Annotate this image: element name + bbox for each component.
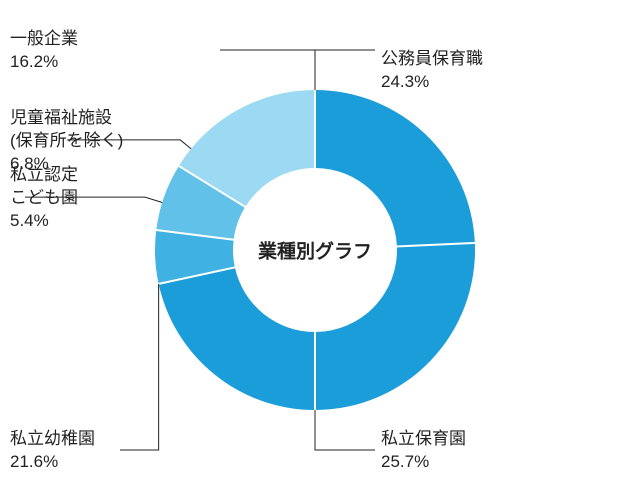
chart-center-title: 業種別グラフ [258,237,372,264]
donut-chart-container: 業種別グラフ 公務員保育職 24.3% 私立保育園 25.7% 私立幼稚園 21.6… [0,0,630,500]
slice-label: 私立保育園 25.7% [381,428,466,474]
leader-line [120,284,159,450]
leader-line [315,410,375,450]
slice-label: 私立幼稚園 21.6% [10,428,95,474]
donut-slice [315,243,475,410]
leader-line [220,50,315,90]
slice-label: 公務員保育職 24.3% [381,48,483,94]
donut-slice [315,90,475,246]
slice-label: 児童福祉施設 (保育所を除く) 6.8% [10,107,123,176]
slice-label: 一般企業 16.2% [10,28,78,74]
leader-line [315,50,375,90]
donut-slice [159,267,315,410]
